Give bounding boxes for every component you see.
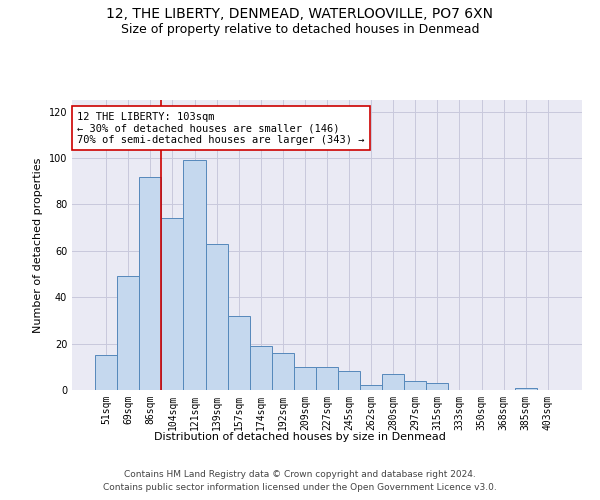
Bar — [404, 380, 427, 390]
Bar — [515, 388, 537, 390]
Bar — [382, 374, 404, 390]
Bar — [316, 367, 338, 390]
Text: 12 THE LIBERTY: 103sqm
← 30% of detached houses are smaller (146)
70% of semi-de: 12 THE LIBERTY: 103sqm ← 30% of detached… — [77, 112, 365, 145]
Text: Contains HM Land Registry data © Crown copyright and database right 2024.: Contains HM Land Registry data © Crown c… — [124, 470, 476, 479]
Y-axis label: Number of detached properties: Number of detached properties — [33, 158, 43, 332]
Bar — [184, 160, 206, 390]
Text: 12, THE LIBERTY, DENMEAD, WATERLOOVILLE, PO7 6XN: 12, THE LIBERTY, DENMEAD, WATERLOOVILLE,… — [107, 8, 493, 22]
Bar — [250, 346, 272, 390]
Bar — [294, 367, 316, 390]
Bar — [206, 244, 227, 390]
Bar — [161, 218, 184, 390]
Bar — [272, 353, 294, 390]
Text: Distribution of detached houses by size in Denmead: Distribution of detached houses by size … — [154, 432, 446, 442]
Bar — [139, 176, 161, 390]
Bar — [117, 276, 139, 390]
Bar — [338, 372, 360, 390]
Text: Size of property relative to detached houses in Denmead: Size of property relative to detached ho… — [121, 22, 479, 36]
Bar — [427, 383, 448, 390]
Bar — [95, 355, 117, 390]
Bar — [360, 386, 382, 390]
Text: Contains public sector information licensed under the Open Government Licence v3: Contains public sector information licen… — [103, 482, 497, 492]
Bar — [227, 316, 250, 390]
